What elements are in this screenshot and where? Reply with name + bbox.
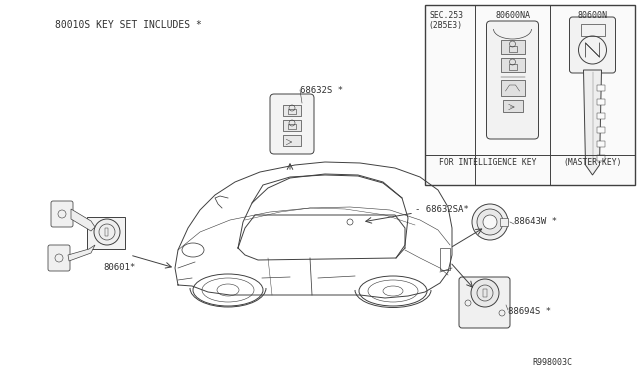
FancyBboxPatch shape [48,245,70,271]
Polygon shape [68,245,95,261]
Bar [596,113,605,119]
Bar [500,58,525,72]
Text: R998003C: R998003C [532,358,572,367]
Text: 80601*: 80601* [103,263,135,272]
Bar [596,155,605,161]
Circle shape [483,215,497,229]
Bar [580,24,605,36]
Polygon shape [71,209,95,231]
Bar [596,141,605,147]
Bar [283,135,301,146]
Text: FOR INTELLIGENCE KEY: FOR INTELLIGENCE KEY [439,158,536,167]
Circle shape [472,204,508,240]
Bar [596,127,605,133]
FancyBboxPatch shape [570,17,616,73]
Text: (2B5E3): (2B5E3) [428,21,462,30]
Bar [500,80,525,96]
FancyBboxPatch shape [486,21,538,139]
Text: SEC.253: SEC.253 [429,11,463,20]
Polygon shape [584,70,602,175]
Bar [288,109,296,114]
Bar [283,105,301,116]
Bar [596,85,605,91]
Text: 88694S *: 88694S * [508,307,551,316]
Bar [425,5,635,185]
Bar [440,248,450,270]
Bar [500,40,525,54]
FancyBboxPatch shape [459,277,510,328]
Circle shape [477,209,503,235]
Bar [87,217,125,249]
Bar [283,120,301,131]
Text: 88643W *: 88643W * [514,217,557,226]
Bar [509,46,516,52]
Bar [500,218,508,226]
Bar [105,228,108,236]
Text: 80010S KEY SET INCLUDES *: 80010S KEY SET INCLUDES * [55,20,202,30]
FancyBboxPatch shape [270,94,314,154]
Text: (MASTER-KEY): (MASTER-KEY) [563,158,621,167]
Bar [596,99,605,105]
Bar [509,64,516,70]
Circle shape [471,279,499,307]
Bar [483,289,487,297]
Text: 80600NA: 80600NA [495,11,530,20]
Bar [288,124,296,129]
Text: 68632S *: 68632S * [300,86,343,95]
FancyBboxPatch shape [51,201,73,227]
Bar [502,100,522,112]
Text: - 68632SA*: - 68632SA* [415,205,468,214]
Circle shape [94,219,120,245]
Text: 80600N: 80600N [577,11,607,20]
